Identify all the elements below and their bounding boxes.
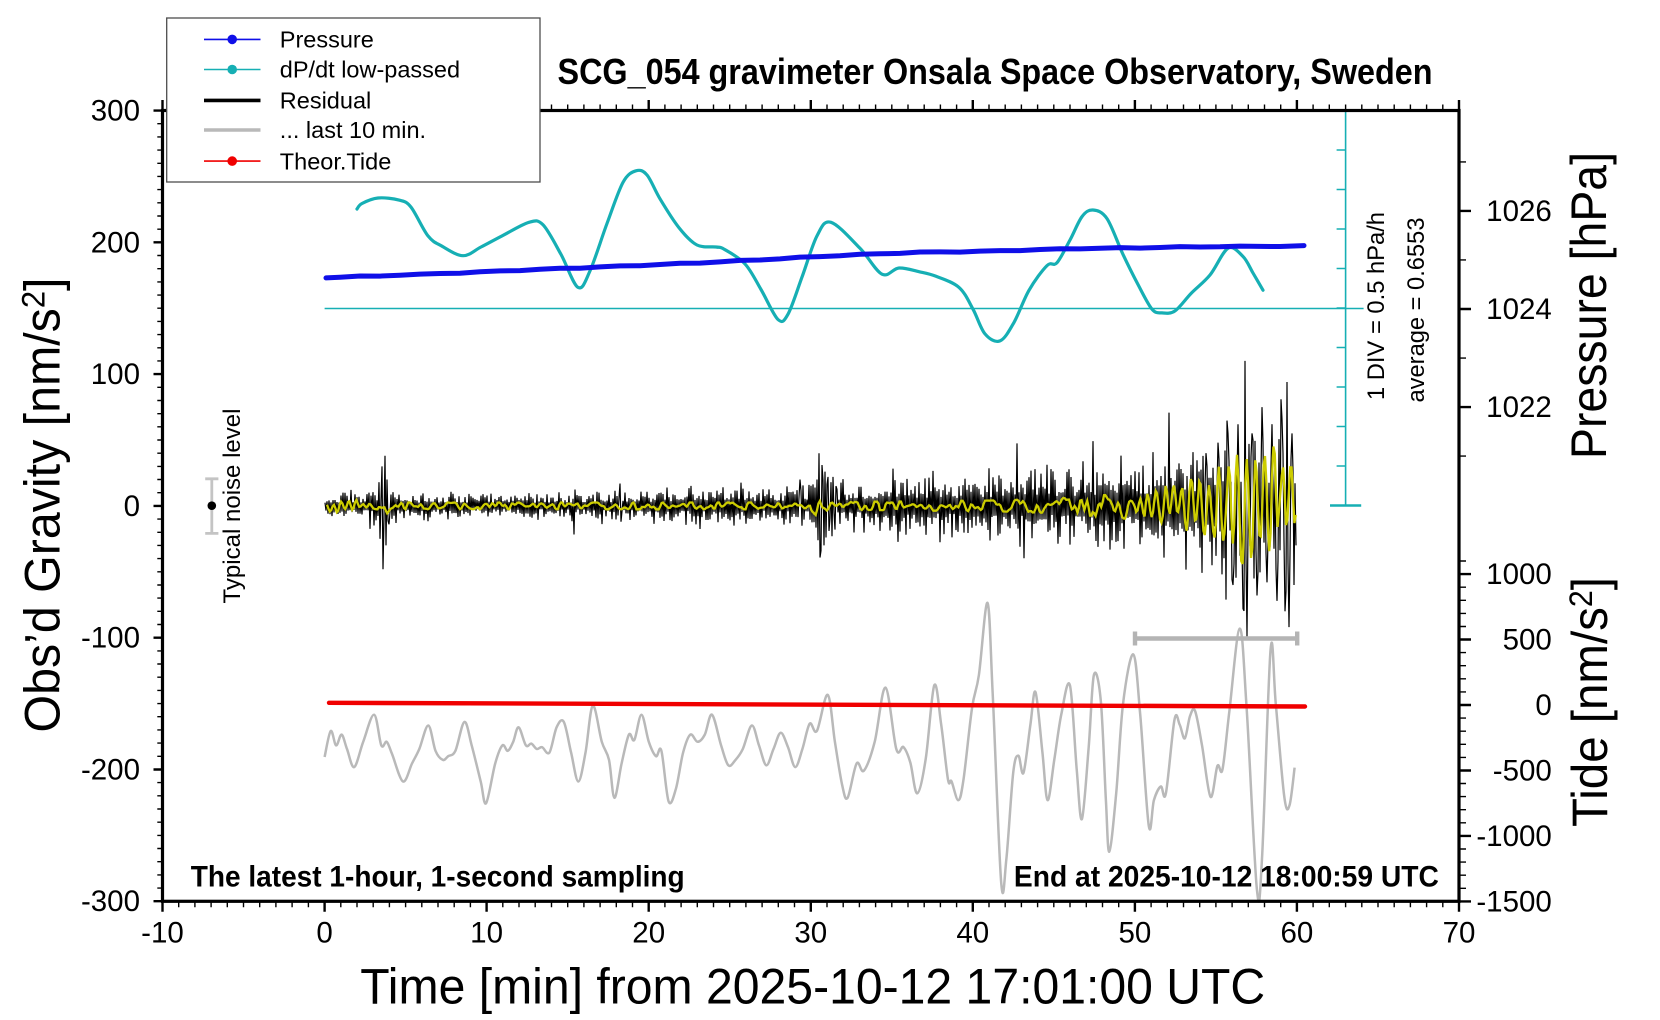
svg-text:-500: -500	[1493, 755, 1552, 788]
svg-text:20: 20	[632, 917, 665, 950]
svg-text:0: 0	[316, 917, 332, 950]
svg-text:Residual: Residual	[280, 88, 371, 114]
svg-text:-200: -200	[81, 754, 140, 787]
svg-text:-10: -10	[141, 917, 184, 950]
svg-text:Pressure: Pressure	[280, 27, 374, 53]
svg-text:10: 10	[470, 917, 503, 950]
svg-text:Theor.Tide: Theor.Tide	[280, 148, 391, 174]
svg-text:Pressure [hPa]: Pressure [hPa]	[1561, 152, 1617, 459]
svg-text:End at 2025-10-12 18:00:59 UTC: End at 2025-10-12 18:00:59 UTC	[1014, 861, 1439, 894]
svg-text:average = 0.6553: average = 0.6553	[1403, 218, 1430, 403]
svg-text:dP/dt low-passed: dP/dt low-passed	[280, 57, 460, 83]
svg-text:40: 40	[956, 917, 989, 950]
svg-text:0: 0	[1535, 689, 1551, 722]
svg-text:Tide [nm/s2]: Tide [nm/s2]	[1562, 577, 1618, 827]
svg-text:200: 200	[91, 226, 140, 259]
svg-text:-300: -300	[81, 885, 140, 918]
svg-text:Time [min] from 2025-10-12 17:: Time [min] from 2025-10-12 17:01:00 UTC	[360, 959, 1265, 1015]
svg-text:1000: 1000	[1486, 558, 1552, 591]
svg-text:The latest 1-hour, 1-second sa: The latest 1-hour, 1-second sampling	[191, 861, 685, 894]
svg-text:0: 0	[124, 490, 140, 523]
svg-text:1026: 1026	[1486, 195, 1552, 228]
svg-text:-1500: -1500	[1476, 885, 1551, 918]
svg-text:1024: 1024	[1486, 293, 1552, 326]
svg-text:1 DIV = 0.5 hPa/h: 1 DIV = 0.5 hPa/h	[1363, 212, 1390, 400]
svg-text:100: 100	[91, 358, 140, 391]
svg-text:-100: -100	[81, 622, 140, 655]
svg-text:-1000: -1000	[1476, 820, 1551, 853]
svg-text:300: 300	[91, 95, 140, 128]
svg-text:Typical noise level: Typical noise level	[219, 409, 246, 604]
svg-text:60: 60	[1280, 917, 1313, 950]
svg-text:1022: 1022	[1486, 391, 1552, 424]
svg-text:30: 30	[794, 917, 827, 950]
svg-text:500: 500	[1503, 624, 1552, 657]
svg-text:50: 50	[1118, 917, 1151, 950]
svg-text:70: 70	[1443, 917, 1476, 950]
svg-text:SCG_054 gravimeter Onsala Spac: SCG_054 gravimeter Onsala Space Observat…	[558, 51, 1433, 92]
svg-text:... last 10 min.: ... last 10 min.	[280, 117, 426, 143]
svg-text:Obs’d Gravity [nm/s2]: Obs’d Gravity [nm/s2]	[15, 278, 71, 733]
